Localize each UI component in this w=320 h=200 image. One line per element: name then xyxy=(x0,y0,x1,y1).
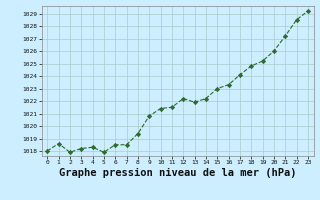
X-axis label: Graphe pression niveau de la mer (hPa): Graphe pression niveau de la mer (hPa) xyxy=(59,168,296,178)
